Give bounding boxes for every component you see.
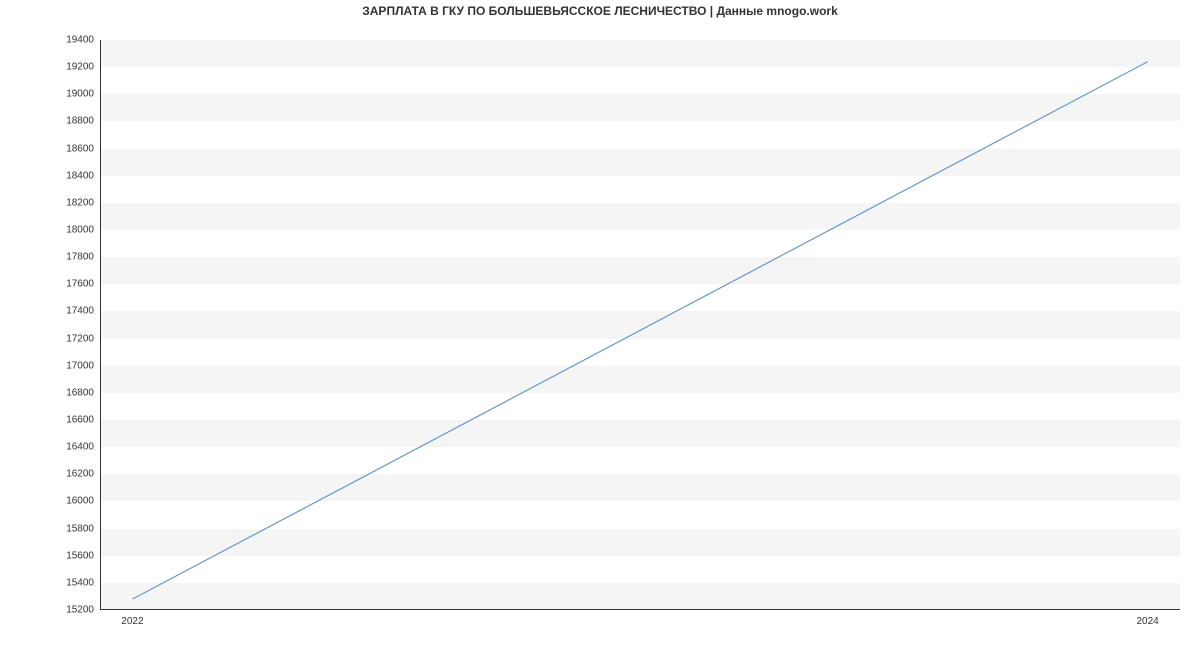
y-tick-label: 18800	[66, 116, 100, 127]
y-tick-label: 16600	[66, 415, 100, 426]
y-tick-label: 16200	[66, 469, 100, 480]
x-tick-label: 2022	[121, 610, 143, 627]
y-tick-label: 18600	[66, 143, 100, 154]
y-tick-label: 15800	[66, 523, 100, 534]
y-tick-label: 17200	[66, 333, 100, 344]
y-tick-label: 17600	[66, 279, 100, 290]
y-tick-label: 15200	[66, 605, 100, 616]
x-tick-label: 2024	[1136, 610, 1158, 627]
y-tick-label: 19400	[66, 35, 100, 46]
y-tick-label: 17400	[66, 306, 100, 317]
chart-title: ЗАРПЛАТА В ГКУ ПО БОЛЬШЕВЬЯССКОЕ ЛЕСНИЧЕ…	[0, 4, 1200, 18]
y-tick-label: 15600	[66, 550, 100, 561]
line-layer	[100, 40, 1180, 610]
series-salary	[132, 62, 1147, 599]
y-tick-label: 19000	[66, 89, 100, 100]
y-tick-label: 16800	[66, 387, 100, 398]
y-tick-label: 16000	[66, 496, 100, 507]
y-tick-label: 18400	[66, 170, 100, 181]
y-tick-label: 19200	[66, 62, 100, 73]
y-tick-label: 18200	[66, 197, 100, 208]
y-tick-label: 17800	[66, 252, 100, 263]
y-tick-label: 17000	[66, 360, 100, 371]
y-tick-label: 18000	[66, 225, 100, 236]
y-tick-label: 15400	[66, 577, 100, 588]
y-tick-label: 16400	[66, 442, 100, 453]
plot-area: 1520015400156001580016000162001640016600…	[100, 40, 1180, 610]
